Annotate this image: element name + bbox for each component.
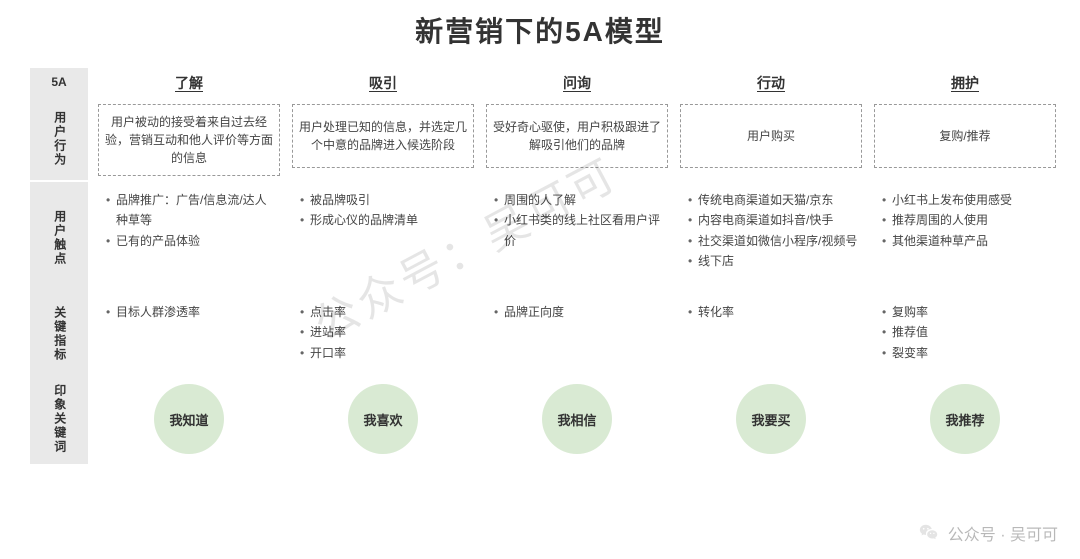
col-header-0: 了解 bbox=[96, 68, 282, 98]
touchpoint-3: 传统电商渠道如天猫/京东内容电商渠道如抖音/快手社交渠道如微信小程序/视频号线下… bbox=[678, 182, 864, 294]
touchpoint-0: 品牌推广：广告/信息流/达人种草等已有的产品体验 bbox=[96, 182, 282, 294]
list-item: 复购率 bbox=[880, 302, 1054, 322]
row-label-metric: 关键指标 bbox=[30, 294, 88, 374]
wechat-icon bbox=[918, 522, 940, 544]
list-item: 推荐周围的人使用 bbox=[880, 210, 1054, 230]
list-item: 推荐值 bbox=[880, 322, 1054, 342]
keyword-circle-2: 我相信 bbox=[542, 384, 612, 454]
list-item: 品牌正向度 bbox=[492, 302, 666, 322]
col-header-2: 问询 bbox=[484, 68, 670, 98]
keyword-circle-3: 我要买 bbox=[736, 384, 806, 454]
touchpoint-1: 被品牌吸引形成心仪的品牌清单 bbox=[290, 182, 476, 294]
watermark-bottom-right: 公众号 · 吴可可 bbox=[918, 521, 1058, 545]
list-item: 其他渠道种草产品 bbox=[880, 231, 1054, 251]
metric-3: 转化率 bbox=[678, 294, 864, 374]
row-label-header: 5A bbox=[30, 68, 88, 98]
list-item: 进站率 bbox=[298, 322, 472, 342]
row-label-keyword: 印象关键词 bbox=[30, 374, 88, 464]
list-item: 形成心仪的品牌清单 bbox=[298, 210, 472, 230]
behavior-0: 用户被动的接受着来自过去经验，营销互动和他人评价等方面的信息 bbox=[98, 104, 280, 176]
page-title: 新营销下的5A模型 bbox=[30, 10, 1050, 50]
keyword-circle-0: 我知道 bbox=[154, 384, 224, 454]
watermark-bottom-right-text: 公众号 · 吴可可 bbox=[948, 521, 1058, 545]
list-item: 周围的人了解 bbox=[492, 190, 666, 210]
metric-4: 复购率推荐值裂变率 bbox=[872, 294, 1058, 374]
list-item: 点击率 bbox=[298, 302, 472, 322]
list-item: 传统电商渠道如天猫/京东 bbox=[686, 190, 860, 210]
list-item: 小红书上发布使用感受 bbox=[880, 190, 1054, 210]
list-item: 裂变率 bbox=[880, 343, 1054, 363]
list-item: 开口率 bbox=[298, 343, 472, 363]
keyword-circle-1: 我喜欢 bbox=[348, 384, 418, 454]
list-item: 线下店 bbox=[686, 251, 860, 271]
col-header-4: 拥护 bbox=[872, 68, 1058, 98]
col-header-1: 吸引 bbox=[290, 68, 476, 98]
col-header-3: 行动 bbox=[678, 68, 864, 98]
touchpoint-2: 周围的人了解小红书类的线上社区看用户评价 bbox=[484, 182, 670, 294]
metric-1: 点击率进站率开口率 bbox=[290, 294, 476, 374]
model-grid: 5A 了解 吸引 问询 行动 拥护 用户行为 用户被动的接受着来自过去经验，营销… bbox=[30, 68, 1050, 464]
list-item: 目标人群渗透率 bbox=[104, 302, 278, 322]
list-item: 已有的产品体验 bbox=[104, 231, 278, 251]
metric-2: 品牌正向度 bbox=[484, 294, 670, 374]
metric-0: 目标人群渗透率 bbox=[96, 294, 282, 374]
behavior-2: 受好奇心驱使，用户积极跟进了解吸引他们的品牌 bbox=[486, 104, 668, 168]
row-label-behavior: 用户行为 bbox=[30, 98, 88, 180]
behavior-4: 复购/推荐 bbox=[874, 104, 1056, 168]
list-item: 小红书类的线上社区看用户评价 bbox=[492, 210, 666, 251]
touchpoint-4: 小红书上发布使用感受推荐周围的人使用其他渠道种草产品 bbox=[872, 182, 1058, 294]
row-label-touchpoint: 用户触点 bbox=[30, 182, 88, 294]
list-item: 转化率 bbox=[686, 302, 860, 322]
list-item: 被品牌吸引 bbox=[298, 190, 472, 210]
behavior-1: 用户处理已知的信息，并选定几个中意的品牌进入候选阶段 bbox=[292, 104, 474, 168]
list-item: 社交渠道如微信小程序/视频号 bbox=[686, 231, 860, 251]
list-item: 内容电商渠道如抖音/快手 bbox=[686, 210, 860, 230]
list-item: 品牌推广：广告/信息流/达人种草等 bbox=[104, 190, 278, 231]
keyword-circle-4: 我推荐 bbox=[930, 384, 1000, 454]
behavior-3: 用户购买 bbox=[680, 104, 862, 168]
